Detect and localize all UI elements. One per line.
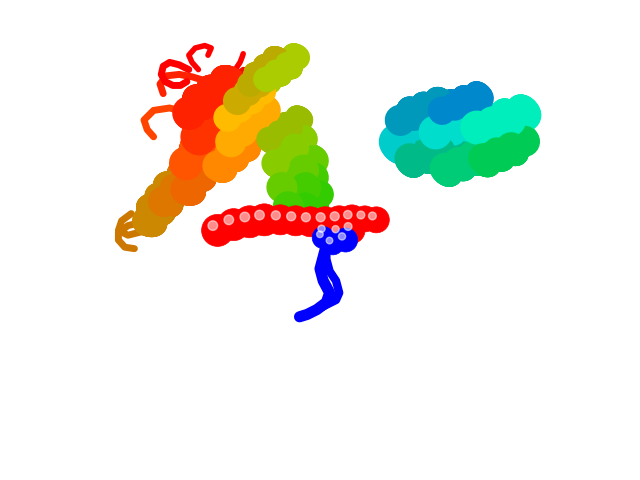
Circle shape [338,205,366,233]
Circle shape [202,215,234,246]
Circle shape [248,204,280,236]
Circle shape [322,233,344,255]
Circle shape [301,213,310,222]
Circle shape [287,212,296,221]
Circle shape [327,221,351,245]
Circle shape [369,212,376,220]
Circle shape [296,207,325,237]
Circle shape [310,207,340,237]
Circle shape [271,211,280,220]
Circle shape [224,215,234,225]
Circle shape [218,209,250,240]
Circle shape [364,207,389,233]
Circle shape [317,231,323,238]
Circle shape [312,227,334,249]
Circle shape [330,212,339,221]
Circle shape [324,206,354,236]
Circle shape [281,206,310,236]
Circle shape [332,226,339,233]
Circle shape [266,205,295,235]
Circle shape [344,223,352,230]
Circle shape [313,220,337,244]
Circle shape [240,212,250,222]
Circle shape [339,217,365,243]
Circle shape [357,211,365,219]
Circle shape [344,210,352,219]
Circle shape [352,206,378,232]
Circle shape [234,206,266,238]
Circle shape [339,233,346,240]
Circle shape [333,228,358,252]
Circle shape [208,221,218,230]
Circle shape [255,210,264,220]
Circle shape [316,213,325,222]
Circle shape [318,225,325,232]
Circle shape [326,237,333,244]
